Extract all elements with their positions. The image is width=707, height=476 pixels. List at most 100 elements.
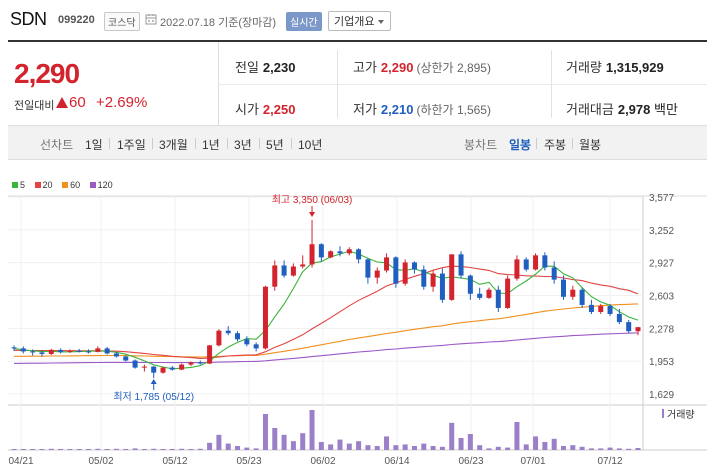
current-price-panel: 2,290 전일대비 60 +2.69% bbox=[8, 42, 218, 126]
volume-bar bbox=[393, 445, 399, 450]
volume-bar bbox=[635, 448, 641, 450]
candlestick-chart[interactable]: 5 20 60 120 3,577 3,252 2,927 2,603 2,278 1,9… bbox=[0, 160, 707, 476]
candle bbox=[262, 286, 268, 349]
candle bbox=[169, 367, 175, 370]
tab-weekly[interactable]: 주봉 bbox=[544, 138, 567, 152]
candle bbox=[197, 362, 203, 364]
divider bbox=[291, 138, 292, 149]
candle bbox=[467, 275, 473, 294]
x-tick-label: 05/12 bbox=[162, 456, 187, 467]
candle bbox=[272, 265, 278, 287]
volume-legend-swatch bbox=[662, 409, 664, 418]
x-tick-label: 05/23 bbox=[236, 456, 261, 467]
low-price: 저가 2,210 (하한가 1,565) bbox=[353, 102, 491, 117]
x-tick-label: 07/01 bbox=[520, 456, 545, 467]
candle bbox=[551, 267, 557, 280]
high-annotation: 최고 3,350 (06/03) bbox=[272, 194, 353, 206]
ma120-line bbox=[13, 332, 639, 364]
candle bbox=[495, 289, 501, 308]
divider bbox=[219, 84, 707, 85]
tab-monthly[interactable]: 월봉 bbox=[579, 138, 602, 152]
divider bbox=[227, 138, 228, 149]
divider bbox=[536, 138, 537, 149]
candle bbox=[104, 348, 110, 354]
volume-bar bbox=[39, 449, 45, 450]
tab-1w[interactable]: 1주일 bbox=[117, 138, 146, 152]
chart-period-tabs: 선차트 1일 1주일 3개월 1년 3년 5년 10년 봉차트 일봉 주봉 월봉 bbox=[8, 126, 707, 160]
volume-label: 거래량 bbox=[667, 409, 695, 421]
volume: 거래량 1,315,929 bbox=[566, 60, 664, 75]
prev-close: 전일 2,230 bbox=[235, 60, 296, 75]
divider bbox=[259, 138, 260, 149]
volume-bar bbox=[421, 443, 427, 450]
high-annotation-arrowhead bbox=[309, 212, 316, 217]
y-tick-label: 2,927 bbox=[649, 259, 674, 270]
volume-bar bbox=[113, 448, 119, 450]
volume-bar bbox=[309, 410, 315, 450]
tab-5y[interactable]: 5년 bbox=[266, 138, 284, 152]
candle bbox=[39, 352, 45, 354]
volume-bar bbox=[374, 446, 380, 450]
candle bbox=[290, 266, 296, 276]
tab-3y[interactable]: 3년 bbox=[234, 138, 252, 152]
volume-bar bbox=[188, 449, 194, 450]
candle bbox=[58, 349, 64, 352]
stock-header: SDN 099220 코스닥 2022.07.18 기준(장마감) 실시간 기업… bbox=[0, 0, 707, 40]
open-price: 시가 2,250 bbox=[235, 102, 296, 117]
stock-code: 099220 bbox=[58, 14, 95, 26]
divider bbox=[551, 50, 552, 118]
candle bbox=[393, 257, 399, 284]
volume-bar bbox=[579, 446, 585, 450]
company-info-dropdown[interactable]: 기업개요 bbox=[328, 11, 392, 31]
volume-bar bbox=[290, 441, 296, 450]
market-badge: 코스닥 bbox=[104, 12, 140, 31]
volume-bar bbox=[486, 448, 492, 450]
volume-bar bbox=[505, 447, 511, 450]
tab-1y[interactable]: 1년 bbox=[202, 138, 220, 152]
y-tick-label: 2,278 bbox=[649, 324, 674, 335]
volume-bar bbox=[588, 448, 594, 450]
volume-bar bbox=[495, 446, 501, 450]
candle bbox=[486, 289, 492, 298]
candle bbox=[95, 348, 101, 352]
candle bbox=[179, 364, 185, 370]
volume-bar bbox=[225, 443, 231, 450]
candle bbox=[570, 289, 576, 297]
ma-legend: 5 20 60 120 bbox=[12, 180, 120, 190]
candle bbox=[141, 366, 147, 368]
volume-bar bbox=[262, 414, 268, 450]
candle bbox=[374, 270, 380, 278]
low-annotation-arrowhead bbox=[150, 379, 157, 384]
tab-1d[interactable]: 1일 bbox=[85, 138, 103, 152]
volume-bar bbox=[300, 433, 306, 450]
volume-bar bbox=[551, 438, 557, 450]
candle bbox=[365, 259, 371, 278]
volume-bar bbox=[365, 445, 371, 450]
tab-10y[interactable]: 10년 bbox=[298, 138, 323, 152]
chart-canvas[interactable]: 3,577 3,252 2,927 2,603 2,278 1,953 1,629 04/21… bbox=[0, 160, 707, 476]
divider bbox=[109, 138, 110, 149]
volume-bar bbox=[467, 434, 473, 450]
volume-bar bbox=[384, 436, 390, 450]
volume-bar bbox=[318, 442, 324, 450]
volume-bar bbox=[430, 446, 436, 450]
volume-bar bbox=[253, 448, 259, 450]
realtime-button[interactable]: 실시간 bbox=[286, 12, 322, 31]
divider bbox=[195, 138, 196, 149]
tab-daily[interactable]: 일봉 bbox=[509, 138, 532, 152]
candle bbox=[533, 255, 539, 270]
volume-bar bbox=[281, 434, 287, 450]
tab-3m[interactable]: 3개월 bbox=[159, 138, 188, 152]
candle bbox=[67, 350, 73, 352]
up-arrow-icon bbox=[56, 97, 68, 108]
candle bbox=[635, 327, 641, 332]
legend-ma120: 120 bbox=[89, 180, 113, 190]
calendar-icon bbox=[145, 14, 157, 25]
volume-bar bbox=[123, 449, 129, 450]
volume-bar bbox=[207, 442, 213, 450]
candle bbox=[216, 330, 222, 346]
candle bbox=[560, 279, 566, 297]
candle bbox=[542, 255, 548, 268]
stock-name: SDN bbox=[10, 9, 47, 29]
change-label: 전일대비 bbox=[14, 100, 55, 112]
